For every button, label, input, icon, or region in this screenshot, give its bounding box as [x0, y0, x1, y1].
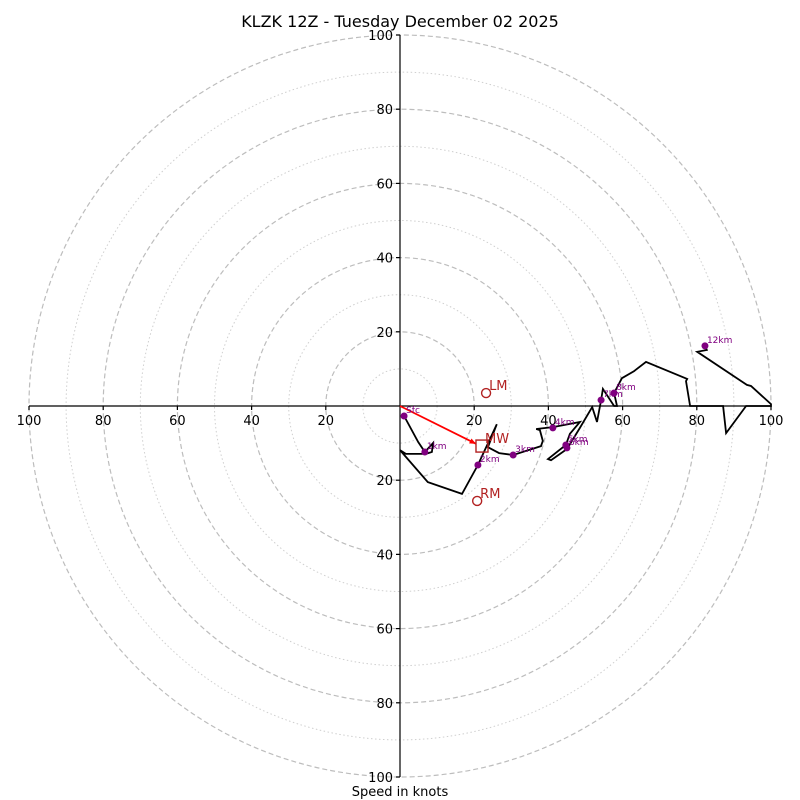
x-tick-label: 20 [318, 414, 335, 429]
height-marker-7km [597, 396, 605, 404]
y-tick-label: 40 [376, 548, 393, 563]
storm-motion-lm-marker [480, 387, 492, 399]
y-tick-label: 40 [376, 252, 393, 267]
height-markers-layer: Sfc1km2km3km4km5km6km7km8km12km [400, 336, 732, 469]
storm-motion-rm-marker [471, 495, 483, 507]
y-tick-label: 20 [376, 474, 393, 489]
height-label-1km: 1km [427, 442, 447, 452]
y-tick-label: 100 [368, 29, 393, 44]
y-tick-label: 80 [376, 103, 393, 118]
storm-motion-layer: LM RM MW [471, 379, 509, 507]
y-tick-label: 60 [376, 177, 393, 192]
x-tick-label: 100 [17, 414, 42, 429]
storm-motion-mw-marker [475, 439, 489, 453]
height-label-12km: 12km [707, 336, 732, 346]
hodograph-trace-layer [399, 345, 772, 495]
shear-vector-layer [399, 405, 477, 445]
y-tick-label: 80 [376, 697, 393, 712]
height-marker-4km [549, 424, 557, 432]
storm-motion-mw-label: MW [485, 432, 509, 447]
x-tick-label: 80 [689, 414, 706, 429]
x-tick-label: 100 [759, 414, 784, 429]
height-marker-12km [701, 342, 709, 350]
height-label-3km: 3km [515, 445, 535, 455]
height-marker-2km [474, 461, 482, 469]
chart-title: KLZK 12Z - Tuesday December 02 2025 [241, 12, 559, 31]
height-marker-sfc [400, 412, 408, 420]
storm-motion-lm-label: LM [489, 379, 507, 394]
height-marker-8km [610, 389, 618, 397]
x-tick-label: 20 [466, 414, 483, 429]
height-label-sfc: Sfc [406, 406, 420, 416]
height-label-8km: 8km [616, 383, 636, 393]
height-marker-1km [421, 448, 429, 456]
height-label-2km: 2km [480, 455, 500, 465]
shear-vector-arrowhead [469, 438, 477, 444]
y-tick-label: 60 [376, 623, 393, 638]
x-tick-label: 60 [614, 414, 631, 429]
y-tick-label: 100 [368, 771, 393, 786]
height-label-6km: 6km [569, 438, 589, 448]
shear-vector-line [399, 405, 477, 445]
height-marker-6km [563, 444, 571, 452]
height-label-5km: 5km [568, 435, 588, 445]
storm-motion-rm-label: RM [480, 487, 500, 502]
x-tick-label: 40 [243, 414, 260, 429]
x-tick-label: 80 [95, 414, 112, 429]
tick-labels: 100 80 60 40 20 20 40 60 80 100100806040202040608… [17, 29, 784, 786]
hodograph-trace [399, 345, 772, 495]
height-marker-3km [509, 451, 517, 459]
x-tick-label: 60 [169, 414, 186, 429]
y-tick-label: 20 [376, 326, 393, 341]
height-label-4km: 4km [555, 418, 575, 428]
x-axis-label: Speed in knots [352, 785, 449, 800]
